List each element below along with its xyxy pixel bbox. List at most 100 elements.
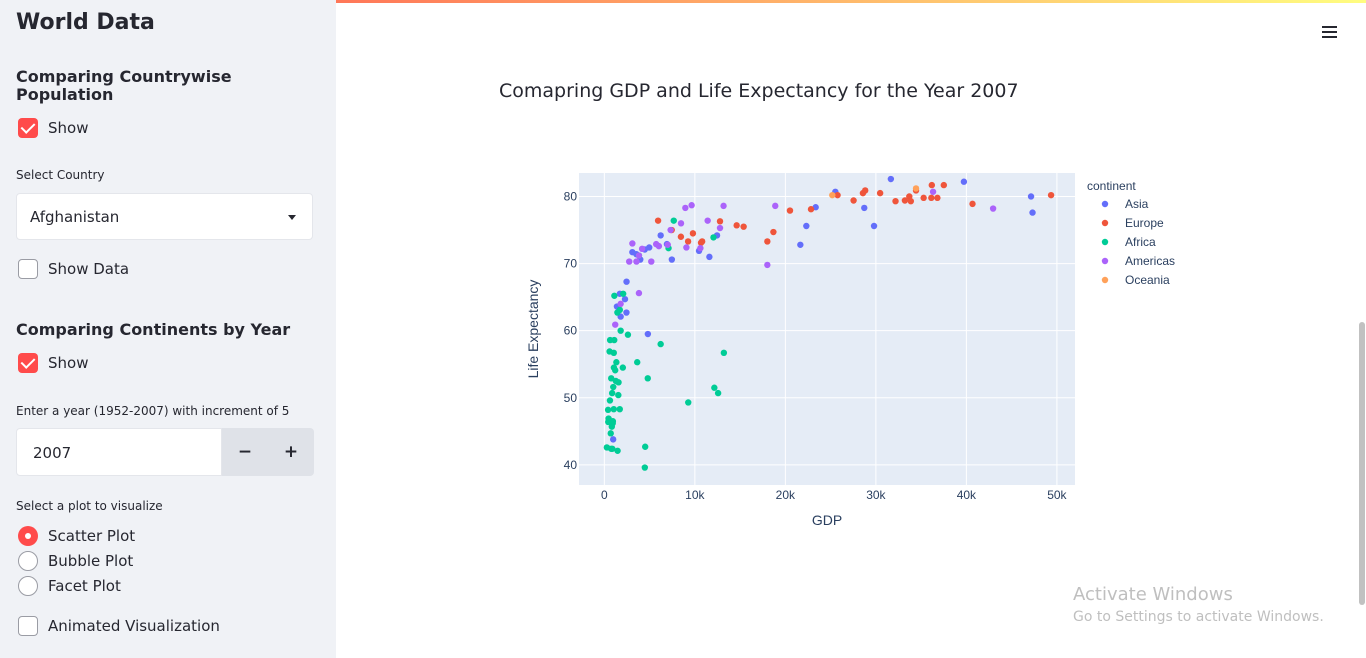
year-input[interactable]: 2007: [16, 428, 222, 476]
data-point-americas[interactable]: [633, 258, 640, 265]
data-point-africa[interactable]: [624, 331, 632, 338]
data-point-asia[interactable]: [621, 295, 629, 303]
data-point-europe[interactable]: [786, 207, 794, 214]
data-point-africa[interactable]: [613, 359, 620, 366]
show-data-checkbox[interactable]: [18, 259, 38, 279]
data-point-asia[interactable]: [623, 278, 630, 285]
data-point-europe[interactable]: [850, 197, 857, 204]
radio-scatter-plot[interactable]: [18, 526, 38, 546]
legend-item-asia[interactable]: Asia: [1101, 197, 1149, 211]
data-point-africa[interactable]: [604, 406, 612, 414]
data-point-europe[interactable]: [684, 238, 692, 245]
data-point-asia[interactable]: [803, 222, 810, 230]
data-point-europe[interactable]: [940, 181, 948, 189]
data-point-americas[interactable]: [764, 261, 771, 269]
data-point-americas[interactable]: [629, 240, 636, 247]
data-point-americas[interactable]: [682, 204, 689, 212]
data-point-americas[interactable]: [677, 220, 685, 227]
data-point-americas[interactable]: [929, 188, 937, 195]
data-point-africa[interactable]: [611, 336, 618, 344]
radio-facet-plot[interactable]: [18, 576, 38, 596]
data-point-asia[interactable]: [644, 330, 652, 338]
data-point-europe[interactable]: [862, 187, 869, 194]
data-point-asia[interactable]: [609, 436, 617, 443]
data-point-africa[interactable]: [634, 359, 641, 366]
data-point-americas[interactable]: [617, 300, 624, 308]
legend-item-oceania[interactable]: Oceania: [1101, 273, 1170, 287]
data-point-europe[interactable]: [1047, 191, 1055, 199]
data-point-asia[interactable]: [797, 241, 804, 248]
data-point-americas[interactable]: [989, 205, 997, 212]
data-point-americas[interactable]: [697, 244, 704, 252]
data-point-asia[interactable]: [668, 256, 676, 263]
radio-bubble-plot[interactable]: [18, 551, 38, 571]
data-point-africa[interactable]: [711, 384, 718, 391]
data-point-americas[interactable]: [720, 202, 727, 210]
data-point-europe[interactable]: [907, 197, 915, 205]
data-point-americas[interactable]: [635, 252, 643, 259]
data-point-africa[interactable]: [657, 340, 664, 348]
data-point-europe[interactable]: [920, 194, 927, 202]
data-point-africa[interactable]: [714, 389, 722, 397]
data-point-africa[interactable]: [607, 430, 614, 437]
data-point-americas[interactable]: [667, 226, 674, 234]
data-point-europe[interactable]: [807, 206, 815, 213]
data-point-africa[interactable]: [610, 349, 617, 357]
data-point-americas[interactable]: [635, 289, 643, 297]
data-point-africa[interactable]: [608, 389, 616, 397]
data-point-africa[interactable]: [617, 327, 624, 334]
data-point-africa[interactable]: [616, 306, 624, 314]
data-point-americas[interactable]: [688, 202, 695, 209]
data-point-europe[interactable]: [677, 233, 685, 240]
data-point-asia[interactable]: [657, 232, 664, 239]
legend-item-europe[interactable]: Europe: [1101, 216, 1164, 230]
data-point-asia[interactable]: [887, 175, 895, 183]
data-point-europe[interactable]: [733, 222, 740, 229]
data-point-africa[interactable]: [610, 405, 617, 413]
increment-button[interactable]: +: [268, 428, 314, 476]
data-point-europe[interactable]: [764, 238, 771, 245]
data-point-europe[interactable]: [697, 239, 705, 246]
legend-item-americas[interactable]: Americas: [1101, 254, 1175, 268]
data-point-africa[interactable]: [641, 464, 649, 471]
data-point-americas[interactable]: [612, 321, 619, 328]
data-point-americas[interactable]: [716, 224, 724, 232]
data-point-africa[interactable]: [670, 217, 677, 224]
data-point-americas[interactable]: [704, 217, 711, 224]
animated-visualization-checkbox[interactable]: [18, 616, 38, 636]
data-point-americas[interactable]: [683, 244, 690, 251]
data-point-africa[interactable]: [615, 379, 622, 386]
data-point-europe[interactable]: [654, 217, 662, 224]
data-point-africa[interactable]: [611, 292, 618, 299]
data-point-asia[interactable]: [1029, 209, 1036, 216]
data-point-europe[interactable]: [689, 230, 697, 237]
data-point-europe[interactable]: [928, 181, 936, 189]
data-point-oceania[interactable]: [912, 185, 920, 192]
show-population-checkbox[interactable]: [18, 118, 38, 138]
data-point-africa[interactable]: [609, 418, 617, 425]
data-point-africa[interactable]: [644, 375, 651, 382]
page-scrollbar[interactable]: [1359, 322, 1365, 605]
data-point-africa[interactable]: [612, 367, 619, 374]
data-point-africa[interactable]: [614, 447, 621, 454]
data-point-africa[interactable]: [610, 383, 617, 391]
data-point-europe[interactable]: [934, 194, 941, 202]
data-point-asia[interactable]: [861, 204, 868, 212]
data-point-asia[interactable]: [960, 178, 968, 185]
country-select[interactable]: Afghanistan: [16, 193, 313, 240]
legend-item-africa[interactable]: Africa: [1101, 235, 1156, 249]
data-point-africa[interactable]: [609, 445, 616, 452]
data-point-africa[interactable]: [619, 364, 627, 371]
data-point-europe[interactable]: [901, 197, 909, 204]
data-point-americas[interactable]: [626, 258, 633, 265]
data-point-oceania[interactable]: [829, 191, 836, 199]
data-point-asia[interactable]: [870, 222, 878, 230]
data-point-asia[interactable]: [646, 244, 653, 251]
data-point-europe[interactable]: [876, 189, 884, 197]
data-point-europe[interactable]: [770, 228, 777, 236]
data-point-asia[interactable]: [1027, 193, 1035, 200]
data-point-africa[interactable]: [606, 397, 614, 404]
data-point-americas[interactable]: [648, 258, 655, 265]
decrement-button[interactable]: −: [222, 428, 268, 476]
show-continents-checkbox[interactable]: [18, 353, 38, 373]
